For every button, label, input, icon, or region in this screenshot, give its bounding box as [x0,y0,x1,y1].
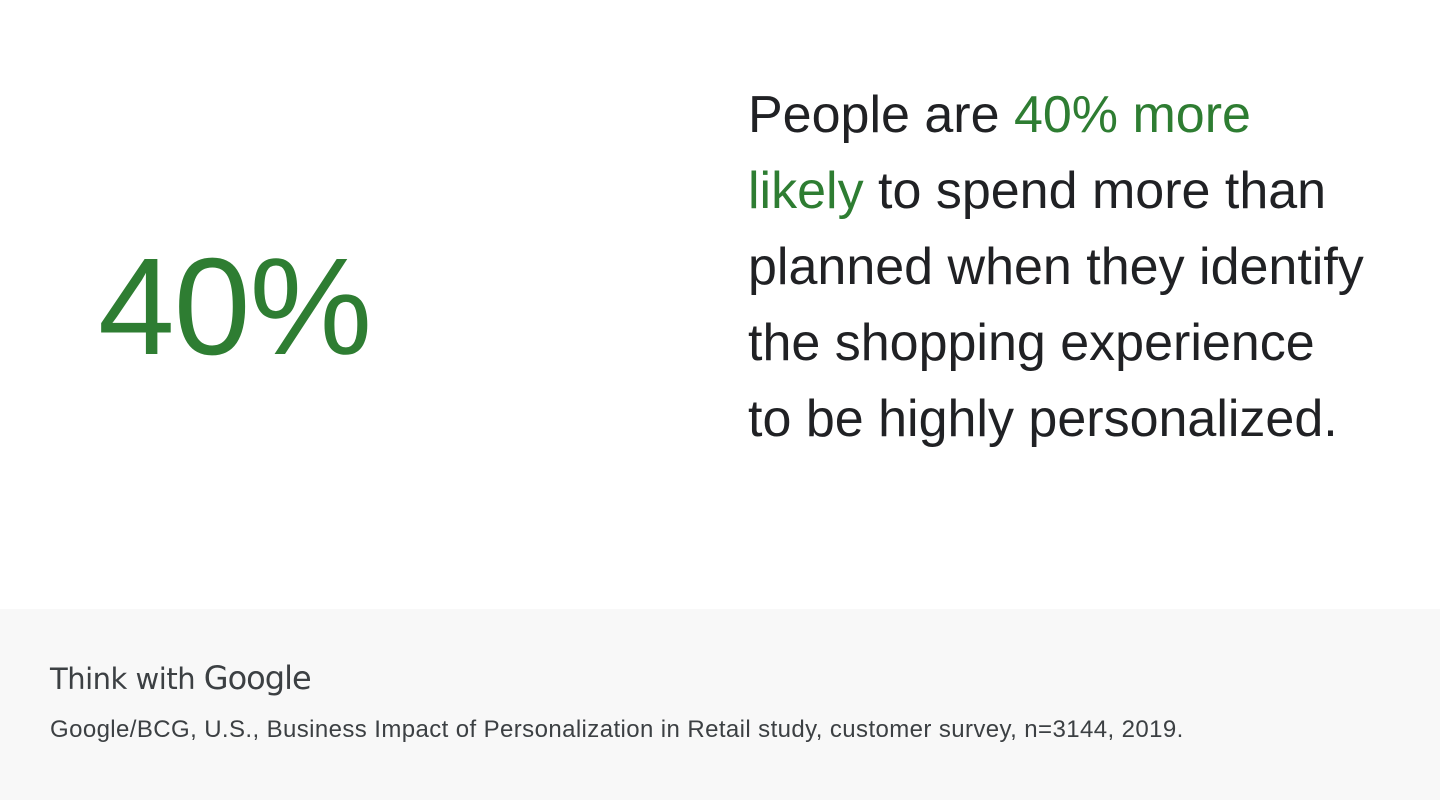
logo-google-text: Google [203,659,312,697]
think-with-google-logo: Think with Google [50,659,312,697]
stat-panel: 40% People are 40% more likely to spend … [98,77,1368,457]
logo-think-text: Think with [50,662,196,696]
statement-suffix: to spend more than planned when they ide… [748,162,1364,448]
footer: Think with Google Google/BCG, U.S., Busi… [0,609,1440,800]
source-citation: Google/BCG, U.S., Business Impact of Per… [50,716,1184,743]
statement-prefix: People are [748,86,1014,144]
stat-statement: People are 40% more likely to spend more… [748,77,1368,457]
big-stat-value: 40% [98,230,372,384]
statement-highlight: 40% more likely [748,86,1251,220]
